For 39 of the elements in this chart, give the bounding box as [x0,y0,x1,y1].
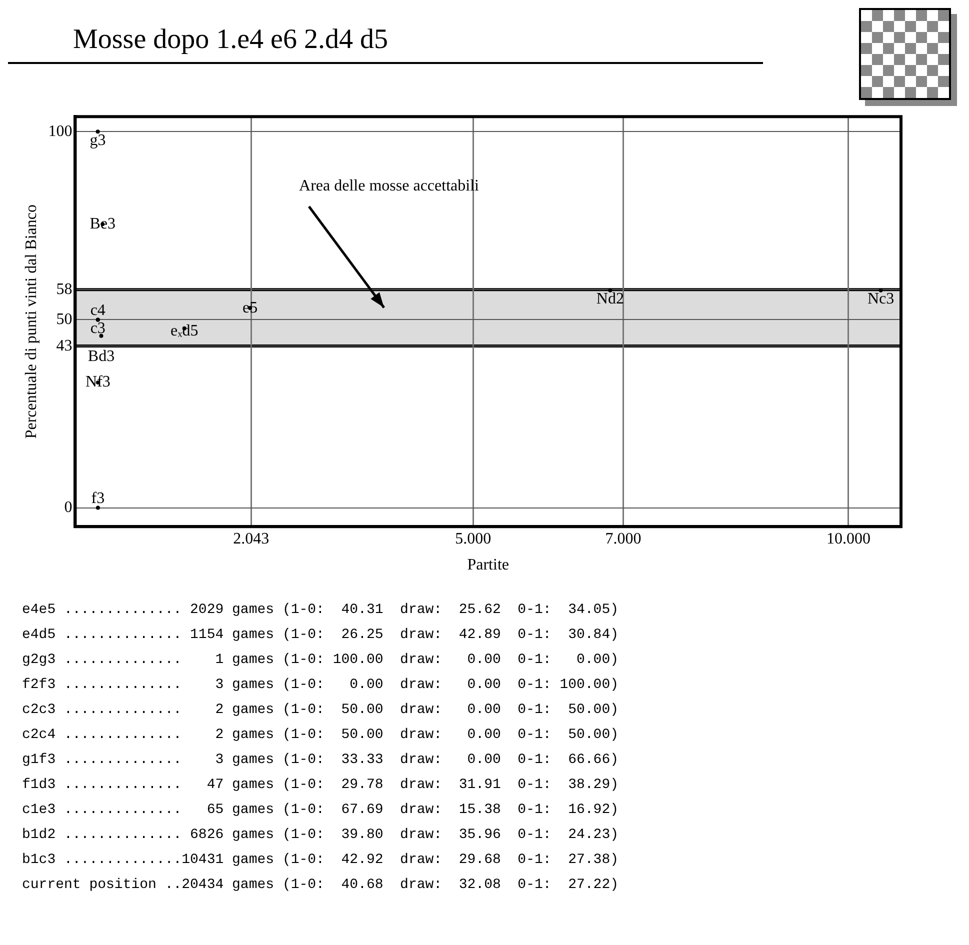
data-label: eₓd5 [170,322,198,340]
data-label: c3 [90,320,106,337]
text: e4e5 .............. 2029 games (1-0: 40.31 draw: 25.62 0-1: 34.05) [22,601,620,620]
data-label: e5 [242,299,258,316]
chart-title: Mosse dopo 1.e4 e6 2.d4 d5 [8,8,763,64]
text: c2c4 .............. 2 games (1-0: 50.00 draw: 0.00 0-1: 50.00) [22,726,620,745]
y-axis-title: Percentuale di punti vinti dal Bianco [22,204,40,439]
y-tick-label: 0 [64,498,72,516]
data-label: c4 [90,302,106,319]
text: f1d3 .............. 47 games (1-0: 29.78 draw: 31.91 0-1: 38.29) [22,776,620,795]
text: g1f3 .............. 3 games (1-0: 33.33 draw: 0.00 0-1: 66.66) [22,751,620,770]
text: current position ..20434 games (1-0: 40.68 draw: 32.08 0-1: 27.22) [22,876,620,895]
x-tick-label: 7.000 [605,530,642,548]
data-label: Bd3 [88,348,115,366]
x-axis-title: Partite [467,556,509,574]
point [99,334,104,338]
data-label: Nd2 [596,290,624,308]
data-label: g3 [90,132,106,149]
x-tick-label: 10.000 [826,530,870,548]
y-tick-label: 100 [48,122,72,140]
text: b1c3 ..............10431 games (1-0: 42.92 draw: 29.68 0-1: 27.38) [22,851,620,870]
data-label: Nc3 [867,290,894,308]
data-label: f3 [91,490,105,507]
text: b1d2 .............. 6826 games (1-0: 39.80 draw: 35.96 0-1: 24.23) [22,826,620,845]
text: f2f3 .............. 3 games (1-0: 0.00 draw: 0.00 0-1: 100.00) [22,676,620,695]
y-tick-label: 50 [56,310,72,328]
x-tick-label: 2.043 [233,530,270,548]
y-tick-label: 58 [56,280,72,298]
text: c1e3 .............. 65 games (1-0: 67.69 draw: 15.38 0-1: 16.92) [22,801,620,820]
band-label: Area delle mosse accettabili [299,178,480,195]
text: e4d5 .............. 1154 games (1-0: 26.25 draw: 42.89 0-1: 30.84) [22,626,620,645]
text: c2c3 .............. 2 games (1-0: 50.00 draw: 0.00 0-1: 50.00) [22,701,620,720]
y-tick-label: 43 [56,337,72,354]
point [96,506,100,510]
point [96,130,100,134]
point [878,288,883,292]
text: g2g3 .............. 1 games (1-0: 100.00 draw: 0.00 0-1: 0.00) [22,651,620,670]
x-tick-label: 5.000 [455,530,492,548]
data-label: Nf3 [86,374,110,391]
